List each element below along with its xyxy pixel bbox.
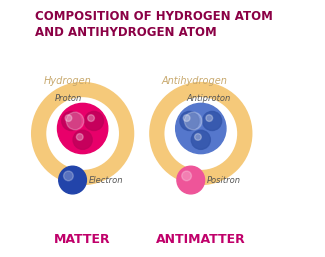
Circle shape — [88, 115, 95, 122]
Circle shape — [180, 111, 199, 131]
Circle shape — [206, 115, 213, 122]
Circle shape — [76, 134, 83, 140]
Circle shape — [182, 171, 191, 181]
Circle shape — [66, 112, 84, 130]
Circle shape — [195, 134, 201, 140]
Circle shape — [73, 130, 92, 149]
Circle shape — [62, 111, 81, 131]
Text: MATTER: MATTER — [54, 233, 111, 246]
Text: COMPOSITION OF HYDROGEN ATOM
AND ANTIHYDROGEN ATOM: COMPOSITION OF HYDROGEN ATOM AND ANTIHYD… — [35, 10, 273, 39]
Text: ANTIMATTER: ANTIMATTER — [156, 233, 246, 246]
Text: Antihydrogen: Antihydrogen — [162, 77, 228, 87]
Text: Positron: Positron — [207, 176, 241, 185]
Circle shape — [185, 112, 202, 130]
Circle shape — [58, 103, 108, 154]
Text: Electron: Electron — [89, 176, 124, 185]
Circle shape — [177, 166, 204, 194]
Text: Proton: Proton — [55, 94, 83, 103]
Circle shape — [84, 111, 103, 131]
Circle shape — [202, 111, 222, 131]
Circle shape — [64, 171, 73, 181]
Circle shape — [59, 166, 86, 194]
Circle shape — [65, 115, 72, 122]
Circle shape — [191, 130, 210, 149]
Text: Antiproton: Antiproton — [186, 94, 230, 103]
Text: Hydrogen: Hydrogen — [44, 77, 91, 87]
Circle shape — [183, 115, 190, 122]
Circle shape — [176, 103, 226, 154]
